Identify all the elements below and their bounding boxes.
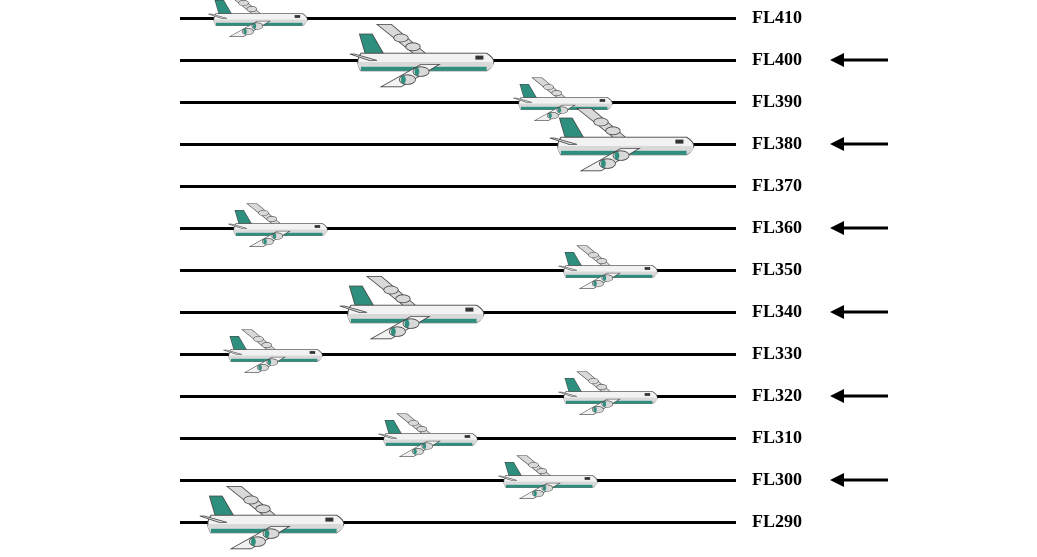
aircraft-icon	[375, 409, 485, 464]
aircraft-icon	[335, 270, 495, 347]
aircraft-icon	[555, 241, 665, 296]
aircraft-icon	[345, 18, 505, 95]
flight-level-label: FL390	[752, 91, 802, 112]
aircraft-icon	[195, 480, 355, 557]
flight-level-line	[180, 185, 736, 188]
flight-level-label: FL290	[752, 511, 802, 532]
arrow-left-icon	[830, 302, 888, 327]
flight-level-label: FL370	[752, 175, 802, 196]
aircraft-icon	[225, 199, 335, 254]
aircraft-icon	[220, 325, 330, 380]
aircraft-icon	[555, 367, 665, 422]
arrow-left-icon	[830, 386, 888, 411]
flight-level-diagram: FL410 FL40	[0, 0, 1037, 553]
arrow-left-icon	[830, 50, 888, 75]
flight-level-label: FL300	[752, 469, 802, 490]
flight-level-label: FL310	[752, 427, 802, 448]
arrow-left-icon	[830, 470, 888, 495]
aircraft-icon	[205, 0, 315, 44]
flight-level-label: FL380	[752, 133, 802, 154]
flight-level-label: FL410	[752, 7, 802, 28]
flight-level-label: FL400	[752, 49, 802, 70]
arrow-left-icon	[830, 134, 888, 159]
flight-level-label: FL350	[752, 259, 802, 280]
flight-level-label: FL340	[752, 301, 802, 322]
aircraft-icon	[495, 451, 605, 506]
aircraft-icon	[545, 102, 705, 179]
flight-level-label: FL330	[752, 343, 802, 364]
arrow-left-icon	[830, 218, 888, 243]
flight-level-label: FL360	[752, 217, 802, 238]
flight-level-label: FL320	[752, 385, 802, 406]
